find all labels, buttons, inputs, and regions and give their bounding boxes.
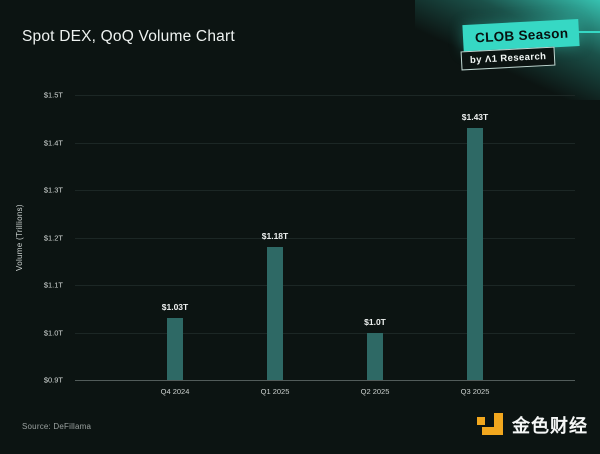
clob-season-badge: CLOB Season	[462, 18, 580, 53]
bar-value-label: $1.0T	[364, 316, 386, 327]
bar-value-label: $1.43T	[461, 112, 489, 123]
y-tick-label: $1.5T	[43, 90, 63, 100]
a1-research-badge: by Λ1 Research	[460, 46, 556, 71]
x-tick-label: Q1 2025	[260, 387, 290, 396]
gridline	[75, 380, 575, 381]
source-note: Source: DeFillama	[22, 422, 92, 431]
jinse-logo: 金色财经	[477, 412, 588, 438]
x-tick-label: Q3 2025	[460, 387, 490, 396]
gridline	[75, 237, 575, 239]
jinse-logo-icon	[477, 413, 503, 437]
bar-value-label: $1.03T	[161, 302, 189, 313]
gridline	[75, 95, 575, 96]
gridline	[75, 285, 575, 286]
logo-horizontal-block	[482, 427, 494, 435]
bar-q2-2025	[367, 332, 383, 380]
gridline	[75, 332, 575, 334]
x-tick-label: Q4 2024	[160, 387, 190, 396]
x-tick-label: Q2 2025	[360, 387, 390, 396]
bar-q3-2025	[467, 128, 483, 380]
y-tick-label: $1.3T	[43, 185, 63, 195]
y-axis-title: Volume (Trillions)	[15, 204, 24, 271]
logo-vertical-block	[494, 413, 503, 435]
jinse-logo-text: 金色财经	[512, 416, 588, 436]
logo-square-block	[477, 417, 485, 425]
y-tick-label: $1.2T	[43, 233, 63, 242]
page-title: Spot DEX, QoQ Volume Chart	[22, 28, 235, 45]
bar-value-label: $1.18T	[261, 231, 289, 241]
y-tick-label: $1.1T	[43, 280, 63, 290]
y-tick-label: $0.9T	[43, 375, 63, 385]
gridline	[75, 142, 575, 144]
bar-q1-2025	[267, 247, 283, 380]
gridline	[75, 190, 575, 191]
bar-q4-2024	[167, 318, 183, 380]
plot-area: $1.5T $1.4T $1.3T $1.2T $1.1T $1.0T $0.9T $1.03…	[44, 91, 575, 396]
y-tick-label: $1.4T	[43, 138, 63, 147]
y-tick-label: $1.0T	[43, 328, 63, 337]
